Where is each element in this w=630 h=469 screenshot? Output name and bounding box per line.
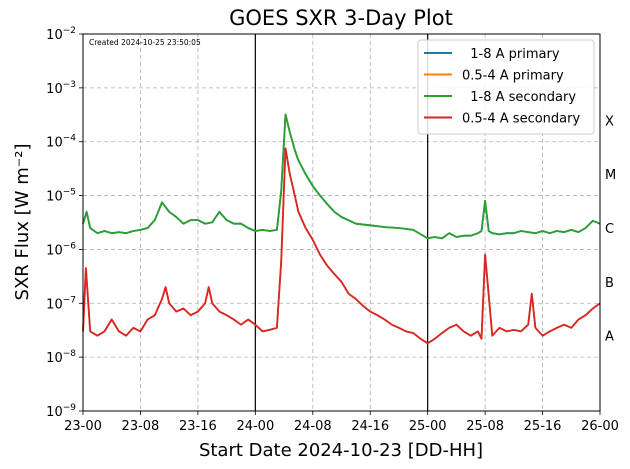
x-tick-label: 23-08 <box>122 419 160 434</box>
created-timestamp: Created 2024-10-25 23:50:05 <box>89 38 201 47</box>
flare-class-label: M <box>605 168 616 183</box>
y-tick-label: 10−9 <box>46 403 76 420</box>
chart-title: GOES SXR 3-Day Plot <box>229 6 453 30</box>
y-tick-label: 10−4 <box>46 134 76 151</box>
flare-class-labels: A B C M X <box>605 114 616 344</box>
y-axis-label: SXR Flux [W m⁻²] <box>12 144 33 301</box>
legend-label: 1-8 A secondary <box>462 90 576 105</box>
series-line-2 <box>83 148 600 343</box>
x-tick-label: 24-08 <box>294 419 332 434</box>
flare-class-label: B <box>605 276 614 291</box>
y-tick-label: 10−5 <box>46 188 76 205</box>
y-tick-label: 10−6 <box>46 241 76 258</box>
y-axis-ticks: 10−9 10−8 10−7 10−6 10−5 10−4 10−3 10−2 <box>46 26 83 420</box>
x-tick-label: 23-00 <box>64 419 102 434</box>
x-tick-label: 25-16 <box>524 419 562 434</box>
legend: 1-8 A primary 0.5-4 A primary 1-8 A secon… <box>418 40 594 134</box>
series-lines <box>83 115 600 344</box>
x-tick-label: 24-16 <box>351 419 389 434</box>
x-tick-label: 26-00 <box>581 419 619 434</box>
flare-class-label: A <box>605 330 614 345</box>
x-axis-ticks: 23-00 23-08 23-16 24-00 24-08 24-16 25-00 25-08… <box>64 411 619 434</box>
y-tick-label: 10−8 <box>46 349 76 366</box>
flare-class-label: X <box>605 114 614 129</box>
legend-label: 1-8 A primary <box>462 47 560 62</box>
x-axis-label: Start Date 2024-10-23 [DD-HH] <box>199 440 483 461</box>
y-tick-label: 10−7 <box>46 295 76 312</box>
x-tick-label: 24-00 <box>236 419 274 434</box>
flare-class-label: C <box>605 222 614 237</box>
legend-label: 0.5-4 A primary <box>462 69 564 84</box>
legend-label: 0.5-4 A secondary <box>462 112 580 127</box>
x-tick-label: 23-16 <box>179 419 217 434</box>
series-line-4 <box>83 148 600 343</box>
x-tick-label: 25-08 <box>466 419 504 434</box>
x-tick-label: 25-00 <box>409 419 447 434</box>
y-tick-label: 10−3 <box>46 80 76 97</box>
day-boundary-lines <box>255 34 427 411</box>
y-tick-label: 10−2 <box>46 26 76 43</box>
